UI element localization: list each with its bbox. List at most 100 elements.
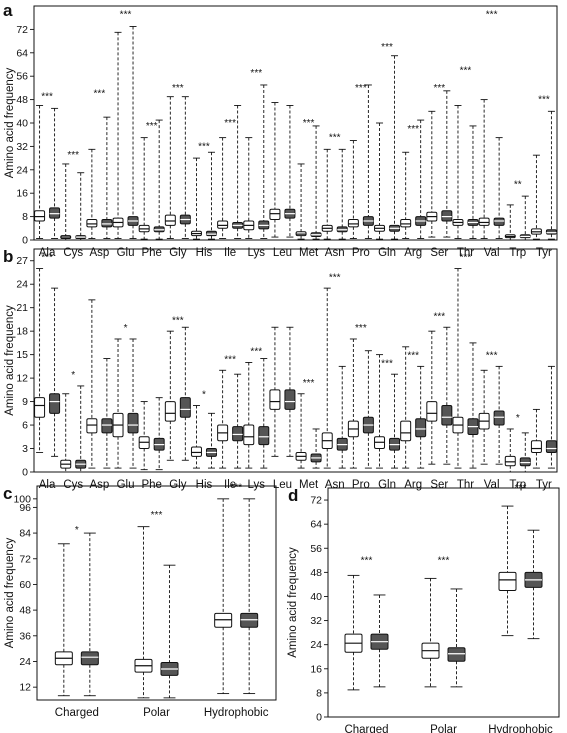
box-trp-dark bbox=[519, 195, 531, 241]
box-asp-white bbox=[86, 299, 98, 469]
box-asp-dark bbox=[101, 358, 113, 469]
box-pro-white bbox=[347, 140, 359, 239]
y-tick-label: 16 bbox=[16, 188, 28, 200]
significance-label: *** bbox=[224, 118, 236, 129]
category-label: Asn bbox=[325, 247, 345, 259]
box-asp-dark bbox=[101, 116, 113, 239]
category-label: Leu bbox=[273, 479, 292, 491]
significance-label: *** bbox=[407, 124, 419, 135]
box-ile-dark bbox=[232, 104, 244, 239]
box-trp-white bbox=[504, 428, 516, 473]
box-iqr bbox=[441, 404, 453, 426]
box-gly-white bbox=[164, 96, 176, 239]
y-tick-label: 3 bbox=[22, 443, 28, 455]
significance-label: *** bbox=[407, 351, 419, 362]
box-iqr bbox=[447, 647, 466, 662]
category-label: Pro bbox=[352, 479, 370, 491]
box-ile-dark bbox=[232, 373, 244, 469]
box-iqr bbox=[269, 389, 281, 410]
y-tick-label: 27 bbox=[16, 255, 28, 267]
box-his-white bbox=[190, 157, 202, 240]
panel-d: d Amino acid frequency 0 8 16 24 32 40 48 56 64 72 C… bbox=[287, 483, 560, 733]
y-tick-label: 21 bbox=[16, 302, 28, 314]
significance-label: *** bbox=[120, 10, 132, 21]
box-val-dark bbox=[493, 365, 505, 465]
significance-label: *** bbox=[355, 83, 367, 94]
significance-label: *** bbox=[486, 10, 498, 21]
box-thr-white bbox=[452, 268, 464, 469]
box-iqr bbox=[34, 210, 46, 222]
plot-frame bbox=[36, 485, 277, 701]
box-phe-dark bbox=[153, 397, 165, 471]
box-asn-white bbox=[321, 148, 333, 240]
category-label: Ile bbox=[224, 247, 236, 259]
category-label: Ala bbox=[39, 247, 56, 259]
significance-label: *** bbox=[94, 89, 106, 100]
box-iqr bbox=[101, 418, 113, 434]
y-tick-label: 16 bbox=[310, 663, 322, 675]
significance-label: *** bbox=[224, 354, 236, 365]
box-his-white bbox=[190, 405, 202, 469]
box-lys-dark bbox=[258, 358, 270, 469]
box-val-white bbox=[478, 369, 490, 465]
box-trp-dark bbox=[519, 432, 531, 473]
significance-label: *** bbox=[381, 358, 393, 369]
box-ala-white bbox=[34, 268, 46, 453]
box-ser-white bbox=[426, 330, 438, 465]
box-asn-white bbox=[321, 287, 333, 469]
category-label: Thr bbox=[457, 479, 474, 491]
box-asn-dark bbox=[336, 148, 348, 240]
panel-b: b Amino acid frequency 0 3 6 9 12 15 18 21 24 27 Ala… bbox=[3, 247, 558, 491]
category-label: Met bbox=[299, 247, 319, 259]
category-label: Asp bbox=[89, 247, 109, 259]
category-label: Thr bbox=[457, 247, 474, 259]
box-thr-white bbox=[452, 104, 464, 239]
box-val-dark bbox=[493, 137, 505, 239]
box-tyr-white bbox=[530, 154, 542, 240]
box-arg-dark bbox=[415, 119, 427, 239]
y-tick-label: 48 bbox=[19, 605, 31, 617]
box-charged-dark bbox=[80, 532, 99, 697]
significance-label: * bbox=[124, 323, 128, 334]
y-tick-label: 12 bbox=[16, 373, 28, 385]
plot-frame bbox=[327, 487, 560, 718]
box-arg-white bbox=[400, 151, 412, 239]
box-met-white bbox=[295, 163, 307, 240]
box-gln-dark bbox=[389, 55, 401, 240]
box-iqr bbox=[34, 397, 46, 418]
box-leu-white bbox=[269, 102, 281, 238]
box-iqr bbox=[49, 393, 61, 414]
box-iqr bbox=[498, 571, 517, 591]
box-leu-dark bbox=[284, 326, 296, 457]
box-arg-dark bbox=[415, 365, 427, 469]
category-label: Gly bbox=[169, 479, 187, 491]
y-tick-label: 9 bbox=[22, 396, 28, 408]
plot-frame bbox=[33, 248, 558, 473]
significance-label: *** bbox=[538, 95, 550, 106]
panel-letter: a bbox=[3, 1, 13, 20]
box-cys-dark bbox=[75, 172, 87, 241]
category-label: Lys bbox=[248, 247, 266, 259]
category-label: Val bbox=[484, 247, 500, 259]
y-tick-label: 40 bbox=[310, 591, 322, 603]
box-hydrophobic-dark bbox=[524, 529, 543, 640]
box-iqr bbox=[86, 418, 98, 434]
y-tick-label: 72 bbox=[310, 495, 322, 507]
box-trp-white bbox=[504, 204, 516, 241]
box-gln-white bbox=[374, 354, 386, 469]
category-label: His bbox=[196, 479, 213, 491]
box-iqr bbox=[217, 220, 229, 229]
y-tick-label: 72 bbox=[19, 553, 31, 565]
significance-label: *** bbox=[329, 272, 341, 283]
y-tick-label: 96 bbox=[19, 502, 31, 514]
category-label: Hydrophobic bbox=[488, 724, 553, 733]
y-tick-label: 0 bbox=[316, 712, 322, 724]
significance-label: *** bbox=[230, 482, 242, 493]
box-polar-dark bbox=[160, 564, 179, 699]
box-iqr bbox=[347, 219, 359, 228]
box-ala-dark bbox=[49, 107, 61, 239]
y-tick-label: 48 bbox=[310, 567, 322, 579]
significance-label: *** bbox=[460, 253, 472, 264]
category-label: Asp bbox=[89, 479, 109, 491]
